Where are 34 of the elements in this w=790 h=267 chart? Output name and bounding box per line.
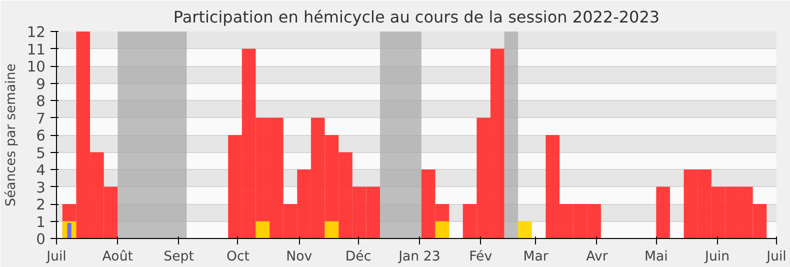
x-tick-label: Jan 23 — [398, 250, 440, 264]
x-tick-label: Mar — [523, 250, 549, 264]
y-tick-label: 3 — [36, 179, 46, 196]
x-tick-label: Juil — [766, 250, 786, 264]
y-tick-label: 12 — [26, 24, 46, 41]
x-tick-label: Fév — [469, 250, 492, 264]
y-tick-label: 8 — [36, 93, 46, 110]
x-tick-label: Mai — [644, 250, 668, 264]
x-tick-label: Juil — [46, 250, 66, 264]
y-tick-label: 10 — [26, 58, 46, 76]
y-tick-label: 11 — [26, 41, 46, 58]
x-tick-label: Nov — [286, 250, 312, 264]
y-tick-label: 4 — [36, 162, 46, 179]
x-tick-label: Juin — [704, 250, 730, 264]
y-tick-label: 2 — [36, 196, 46, 214]
bar — [256, 221, 270, 238]
y-tick-label: 5 — [36, 144, 46, 162]
y-tick-label: 9 — [36, 76, 46, 93]
y-tick-label: 7 — [36, 110, 46, 128]
chart-title: Participation en hémicycle au cours de la session 2022-2023 — [173, 8, 660, 26]
bar — [656, 186, 670, 238]
x-tick-label: Oct — [226, 250, 250, 264]
bar — [67, 222, 72, 238]
y-axis-title: Séances par semaine — [4, 64, 19, 206]
y-tick-label: 6 — [36, 128, 46, 144]
y-tick-label: 0 — [36, 231, 46, 248]
bar — [435, 221, 450, 238]
x-tick-label: Déc — [345, 250, 372, 264]
x-tick-label: Avr — [586, 250, 608, 264]
x-tick-label: Sept — [164, 250, 194, 264]
x-tick-label: Août — [102, 250, 134, 264]
y-tick-label: 1 — [36, 214, 46, 231]
bar — [324, 221, 339, 238]
bar — [518, 221, 532, 238]
